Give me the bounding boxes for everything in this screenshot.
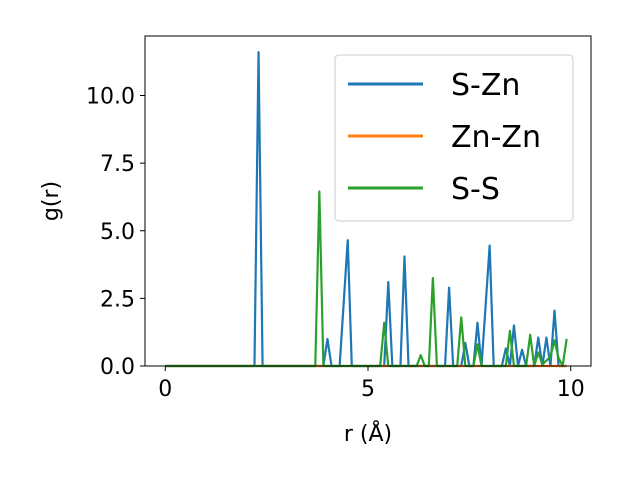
x-axis-ticks: 0 5 10 [158, 366, 585, 402]
y-tick-label: 0.0 [100, 355, 135, 380]
y-tick-label: 10.0 [86, 85, 135, 110]
x-tick-label: 0 [158, 377, 172, 402]
legend-label-s-s: S-S [451, 172, 500, 207]
y-axis-ticks: 0.0 2.5 5.0 7.5 10.0 [86, 85, 145, 380]
x-tick-label: 5 [361, 377, 375, 402]
legend: S-Zn Zn-Zn S-S [334, 54, 574, 222]
y-axis-label: g(r) [39, 181, 64, 221]
legend-box [334, 54, 574, 222]
y-tick-label: 5.0 [100, 220, 135, 245]
legend-label-s-zn: S-Zn [451, 68, 520, 103]
legend-label-zn-zn: Zn-Zn [451, 120, 541, 155]
x-axis-label: r (Å) [344, 420, 392, 447]
x-tick-label: 10 [557, 377, 585, 402]
y-tick-label: 2.5 [100, 287, 135, 312]
y-tick-label: 7.5 [100, 152, 135, 177]
